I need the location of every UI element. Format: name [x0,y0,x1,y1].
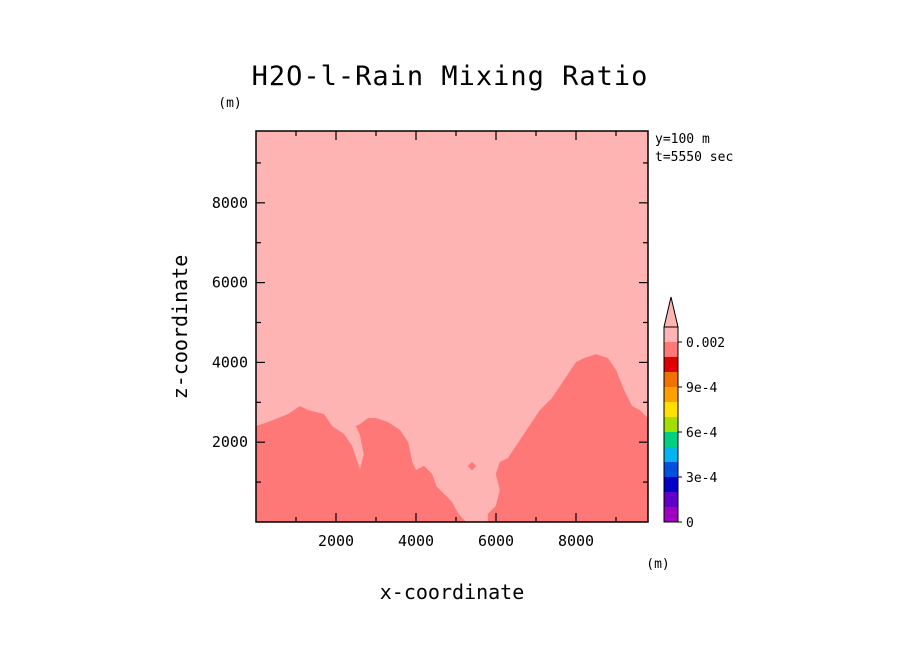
colorbar-tick-label: 3e-4 [686,471,717,486]
y-axis-label: z-coordinate [168,255,192,400]
plot-frame [255,130,649,523]
annotation-y-position: y=100 m [655,132,710,147]
contour-region-3 [467,461,477,471]
x-tick-label: 2000 [318,532,354,550]
colorbar-extension-arrow [663,296,679,328]
x-tick-label: 8000 [558,532,594,550]
y-axis-ticks: 2000 4000 6000 8000 [212,162,648,483]
colorbar-frame [663,326,679,523]
contour-fills [255,130,649,523]
annotation-time: t=5550 sec [655,150,733,165]
colorbar-segment [664,357,678,372]
x-axis-label: x-coordinate [380,580,525,604]
contour-region-1 [255,406,467,523]
colorbar-segment [664,432,678,447]
x-axis-ticks: 2000 4000 6000 8000 [295,131,617,550]
y-tick-label: 4000 [212,353,248,371]
colorbar-tick-label: 9e-4 [686,381,717,396]
x-unit-label: (m) [646,557,669,572]
colorbar-segment [664,372,678,387]
y-unit-label: (m) [218,96,241,111]
colorbar-segment [664,507,678,522]
colorbar-segment [664,417,678,432]
colorbar-segment [664,447,678,462]
x-tick-label: 4000 [398,532,434,550]
colorbar: 0 3e-4 6e-4 9e-4 0.002 [663,296,725,531]
colorbar-segment [664,342,678,357]
colorbar-tick-label: 6e-4 [686,426,717,441]
chart-title: H2O-l-Rain Mixing Ratio [252,61,649,92]
y-tick-label: 6000 [212,274,248,292]
colorbar-tick-label: 0.002 [686,336,725,351]
y-tick-label: 8000 [212,194,248,212]
colorbar-segment [664,402,678,417]
colorbar-tick-label: 0 [686,516,694,531]
colorbar-segment [664,492,678,507]
colorbar-segment [664,387,678,402]
x-tick-label: 6000 [478,532,514,550]
colorbar-segment [664,327,678,342]
colorbar-segment [664,462,678,477]
y-tick-label: 2000 [212,433,248,451]
contour-region-2 [487,354,649,523]
colorbar-segment [664,477,678,492]
